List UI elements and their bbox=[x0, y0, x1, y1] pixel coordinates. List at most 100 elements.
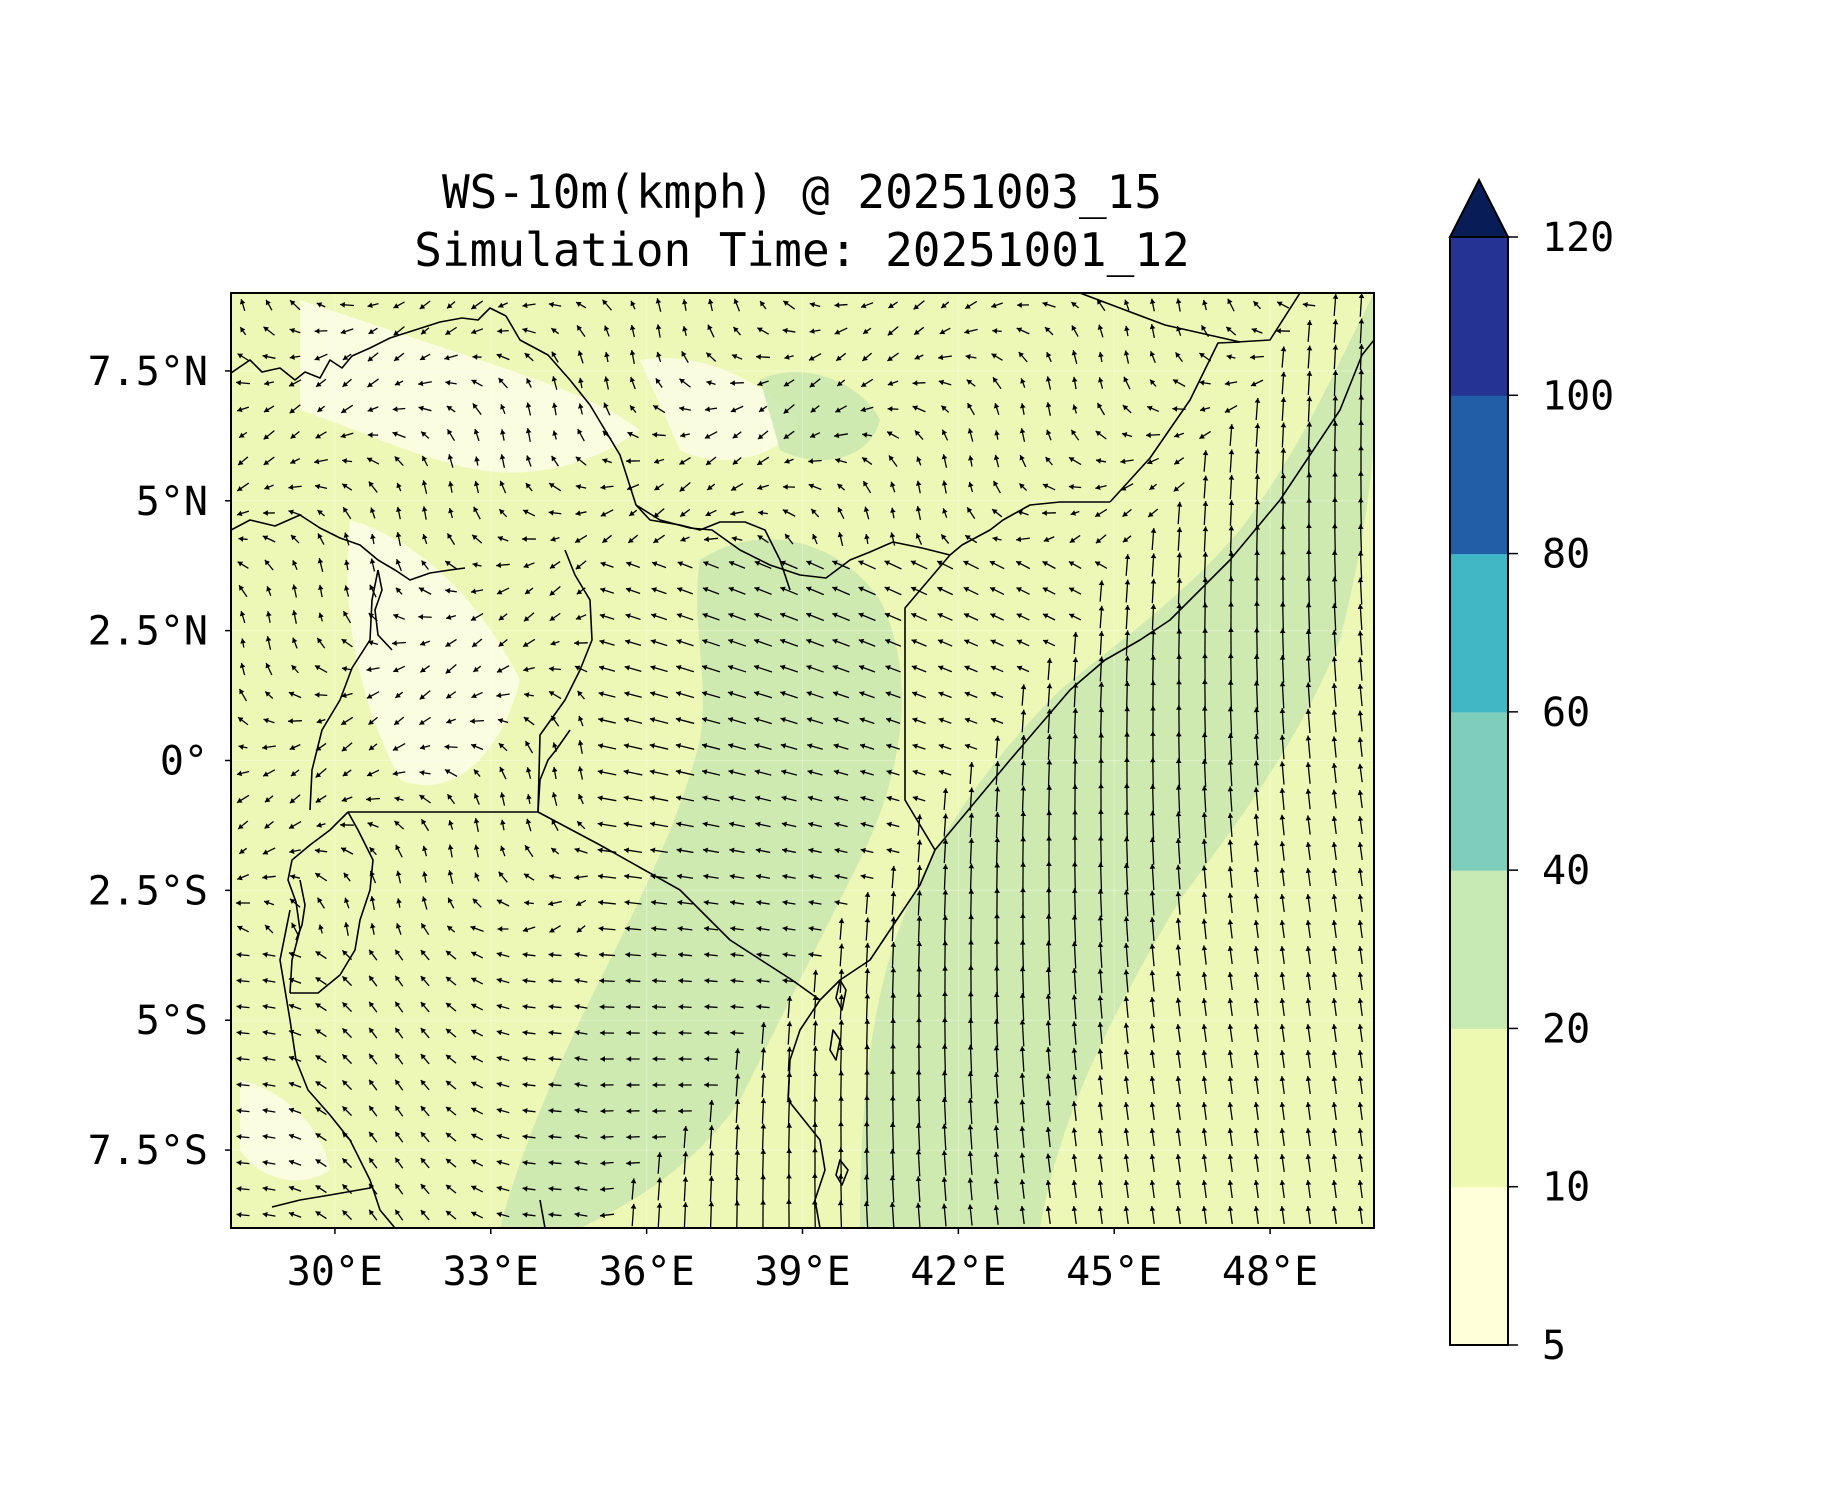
wind-arrow-head bbox=[754, 690, 760, 697]
wind-arrow-shaft bbox=[1204, 602, 1206, 632]
wind-arrow-head bbox=[1331, 816, 1338, 822]
wind-arrow-head bbox=[1046, 352, 1052, 358]
wind-arrow-head bbox=[471, 1107, 477, 1113]
wind-arrow-head bbox=[496, 1003, 503, 1010]
wind-arrow-head bbox=[471, 1185, 477, 1191]
wind-arrow-head bbox=[471, 743, 477, 749]
wind-arrow-head bbox=[1018, 351, 1024, 358]
wind-arrow-head bbox=[1201, 998, 1208, 1004]
wind-arrow-head bbox=[1176, 679, 1182, 685]
wind-arrow-head bbox=[782, 847, 788, 854]
wind-arrow-head bbox=[707, 324, 713, 331]
wind-arrow-shaft bbox=[865, 1174, 869, 1204]
wind-arrow-head bbox=[1123, 809, 1130, 815]
wind-arrow-head bbox=[860, 795, 866, 802]
wind-arrow-head bbox=[963, 560, 969, 566]
wind-arrow-head bbox=[1071, 941, 1078, 947]
wind-arrow-head bbox=[1149, 997, 1156, 1003]
wind-arrow-head bbox=[263, 717, 269, 724]
wind-arrow-head bbox=[577, 428, 583, 435]
wind-arrow-head bbox=[445, 329, 451, 335]
wind-arrow-head bbox=[838, 994, 845, 1000]
wind-arrow-head bbox=[496, 562, 502, 569]
wind-arrow-head bbox=[473, 769, 480, 775]
wind-arrow-head bbox=[812, 1020, 819, 1026]
colorbar-tick-label: 5 bbox=[1542, 1323, 1566, 1369]
wind-arrow-head bbox=[835, 457, 841, 464]
wind-arrow-head bbox=[708, 1099, 715, 1105]
wind-arrow-head bbox=[575, 614, 582, 620]
wind-arrow-head bbox=[578, 377, 584, 383]
wind-arrow-head bbox=[967, 1177, 974, 1183]
wind-arrow-head bbox=[941, 1043, 948, 1049]
wind-arrow-head bbox=[863, 506, 870, 512]
wind-arrow-head bbox=[760, 1149, 767, 1154]
wind-arrow-head bbox=[757, 380, 763, 387]
wind-arrow-head bbox=[524, 353, 531, 359]
wind-arrow-head bbox=[1331, 972, 1338, 978]
wind-arrow-head bbox=[1120, 458, 1126, 465]
wind-arrow-head bbox=[288, 1107, 295, 1114]
wind-arrow-head bbox=[1253, 787, 1260, 793]
wind-arrow-head bbox=[886, 717, 892, 723]
wind-arrow-shaft bbox=[918, 966, 920, 996]
wind-arrow-head bbox=[730, 510, 736, 517]
wind-arrow-head bbox=[838, 1070, 845, 1076]
wind-arrow-head bbox=[1147, 405, 1153, 411]
wind-arrow-head bbox=[264, 823, 270, 829]
y-tick-label: 0° bbox=[160, 739, 208, 785]
wind-arrow-head bbox=[1331, 683, 1338, 689]
wind-arrow-head bbox=[1305, 762, 1312, 768]
wind-arrow-head bbox=[1305, 868, 1312, 874]
wind-arrow-head bbox=[1175, 1206, 1182, 1212]
wind-arrow-head bbox=[367, 432, 373, 438]
wind-arrow-head bbox=[525, 818, 532, 825]
wind-arrow-head bbox=[727, 664, 734, 671]
wind-arrow-head bbox=[1071, 429, 1077, 436]
wind-arrow-head bbox=[1253, 707, 1260, 713]
wind-arrow-head bbox=[599, 1030, 605, 1036]
wind-arrow-head bbox=[624, 691, 630, 697]
wind-arrow-head bbox=[967, 1204, 974, 1210]
wind-arrow-head bbox=[758, 510, 764, 516]
wind-arrow-head bbox=[832, 586, 838, 592]
wind-arrow-head bbox=[864, 534, 870, 540]
wind-arrow-head bbox=[471, 379, 478, 385]
wind-arrow-head bbox=[1279, 654, 1286, 660]
border-ethiopia-northeast bbox=[1079, 293, 1241, 343]
wind-arrow-head bbox=[288, 977, 295, 984]
wind-arrow-head bbox=[523, 873, 530, 879]
wind-arrow-head bbox=[291, 637, 298, 644]
wind-arrow-head bbox=[993, 454, 1000, 461]
wind-arrow-head bbox=[1305, 1024, 1312, 1030]
wind-arrow-head bbox=[600, 511, 607, 517]
wind-arrow-head bbox=[446, 614, 452, 620]
wind-arrow-head bbox=[682, 1151, 689, 1157]
wind-arrow-head bbox=[1358, 344, 1365, 349]
wind-arrow-head bbox=[1202, 653, 1208, 659]
wind-arrow-head bbox=[1175, 298, 1182, 304]
wind-arrow-head bbox=[1280, 498, 1287, 504]
wind-arrow-head bbox=[1331, 920, 1338, 926]
wind-arrow-head bbox=[1279, 1206, 1286, 1212]
wind-arrow-head bbox=[1020, 760, 1027, 766]
wind-arrow-head bbox=[548, 666, 554, 672]
wind-arrow-shaft bbox=[866, 1121, 868, 1153]
wind-arrow-head bbox=[782, 899, 788, 906]
wind-arrow-head bbox=[498, 641, 505, 647]
wind-arrow-head bbox=[367, 406, 374, 412]
wind-arrow-head bbox=[1228, 551, 1235, 556]
wind-arrow-head bbox=[808, 899, 814, 906]
wind-arrow-head bbox=[731, 485, 737, 491]
wind-arrow-head bbox=[395, 949, 401, 956]
wind-arrow-head bbox=[548, 1134, 554, 1140]
wind-arrow-head bbox=[552, 430, 558, 436]
wind-arrow-head bbox=[369, 975, 375, 982]
wind-arrow-head bbox=[730, 978, 736, 984]
wind-arrow-head bbox=[289, 381, 295, 387]
wind-arrow-head bbox=[915, 480, 922, 486]
wind-arrow-head bbox=[1228, 449, 1235, 455]
wind-arrow-head bbox=[525, 483, 532, 489]
wind-arrow-head bbox=[624, 717, 630, 723]
wind-arrow-head bbox=[316, 718, 323, 724]
